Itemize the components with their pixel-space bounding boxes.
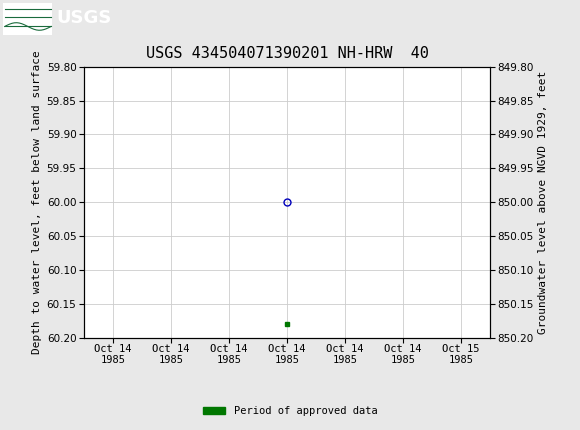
Y-axis label: Depth to water level, feet below land surface: Depth to water level, feet below land su… bbox=[32, 50, 42, 354]
Legend: Period of approved data: Period of approved data bbox=[198, 402, 382, 421]
Title: USGS 434504071390201 NH-HRW  40: USGS 434504071390201 NH-HRW 40 bbox=[146, 46, 429, 61]
Text: USGS: USGS bbox=[57, 9, 112, 27]
Bar bbox=[3, 3, 52, 35]
Y-axis label: Groundwater level above NGVD 1929, feet: Groundwater level above NGVD 1929, feet bbox=[538, 71, 549, 334]
